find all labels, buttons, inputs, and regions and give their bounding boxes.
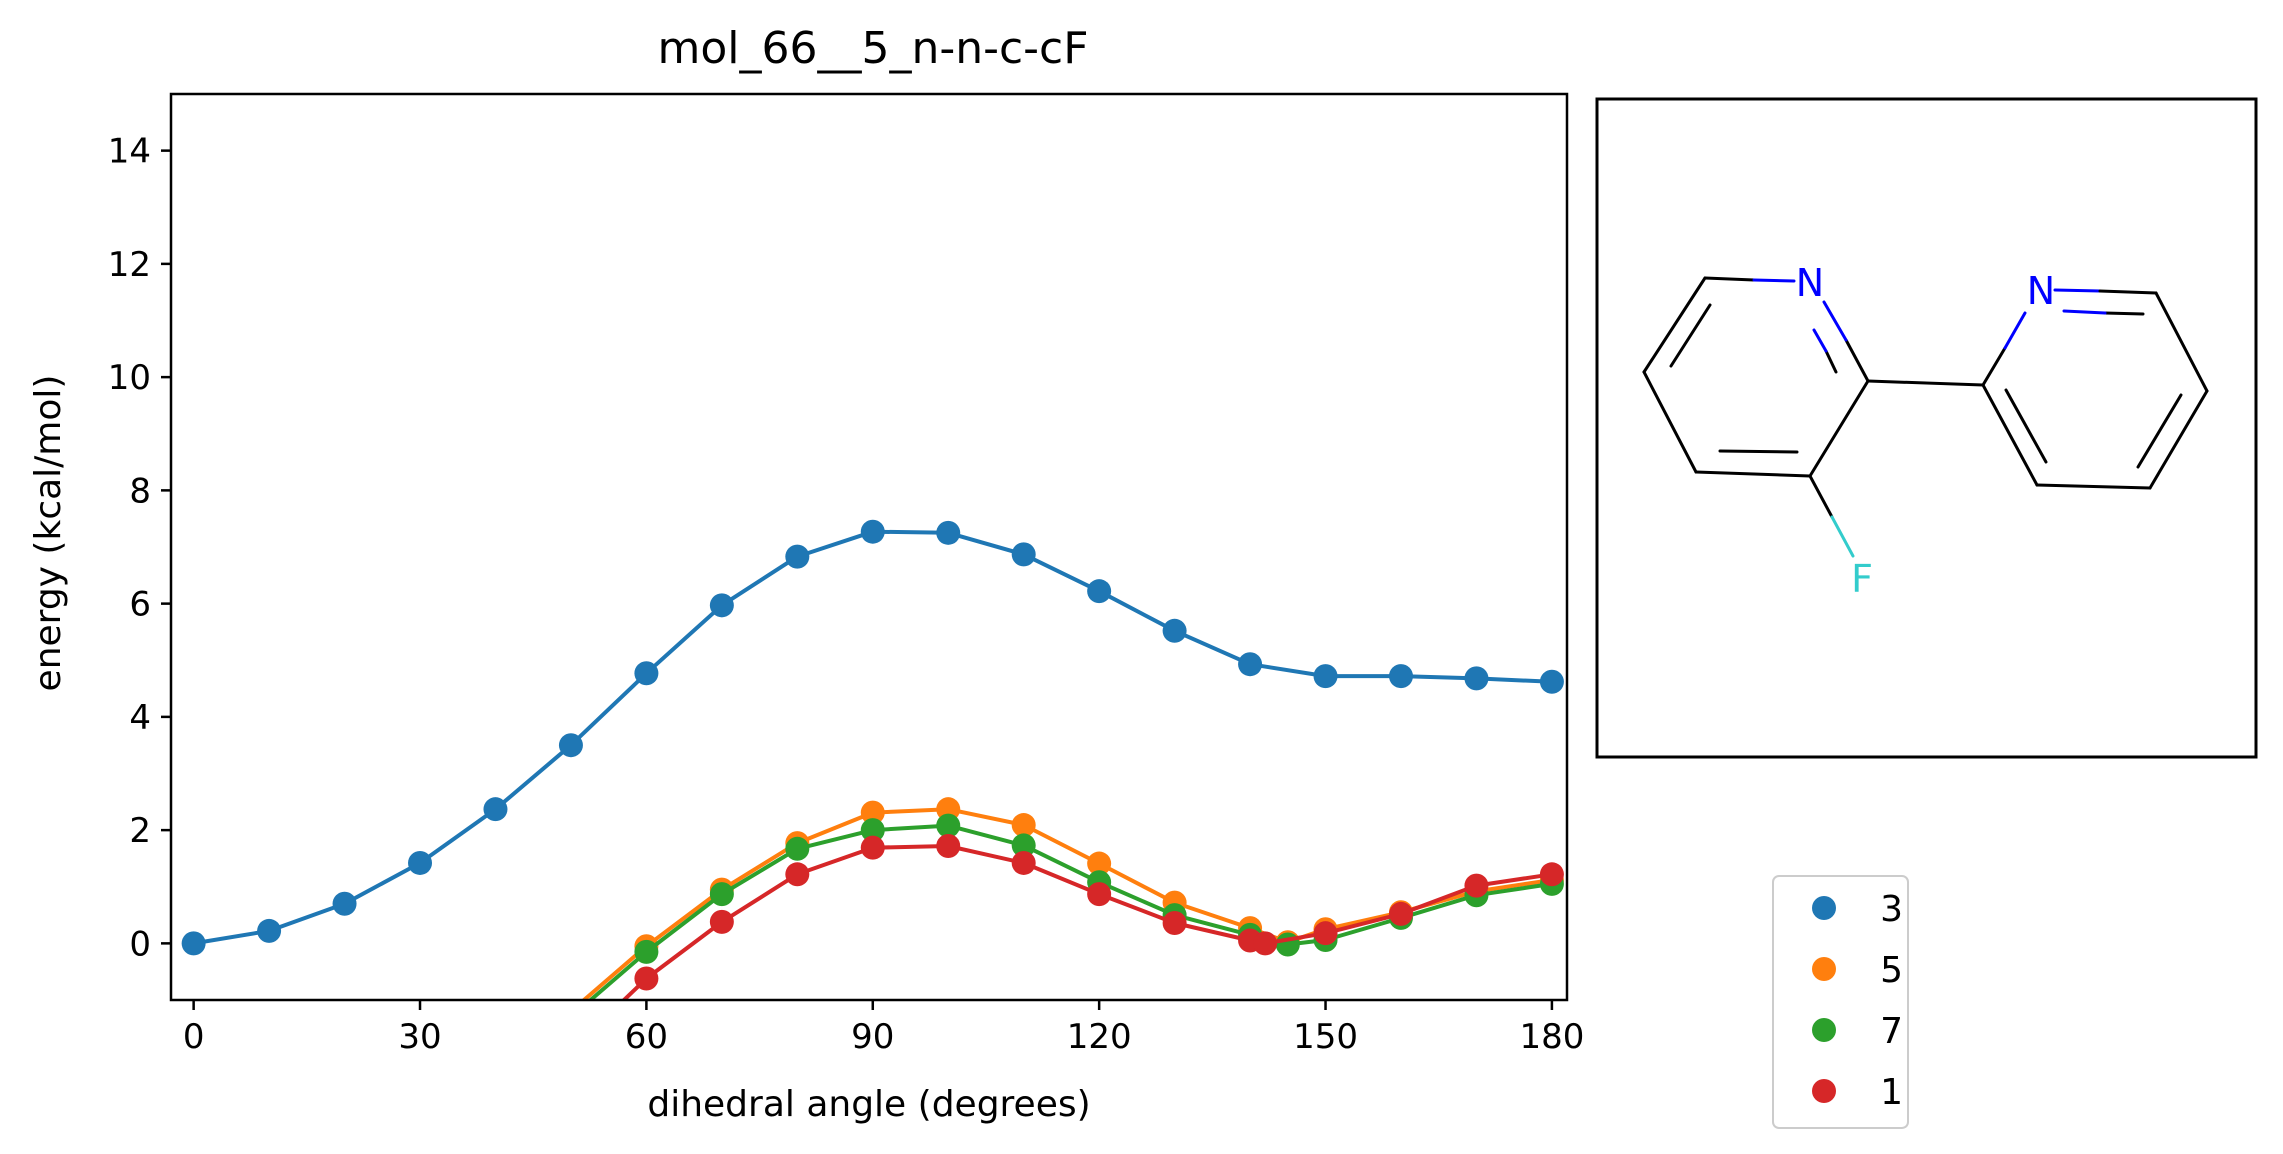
data-point <box>558 733 583 758</box>
data-point <box>936 813 961 838</box>
data-point <box>785 862 810 887</box>
data-point <box>1464 666 1489 691</box>
series-1 <box>621 833 1564 1000</box>
series-layer <box>181 519 1564 1000</box>
y-tick-label: 10 <box>108 358 151 398</box>
legend-marker <box>1812 896 1836 920</box>
legend-marker <box>1812 1018 1836 1042</box>
y-tick-label: 8 <box>129 471 151 511</box>
axis-ticks: 0 30 60 90 120 150 180 0 2 4 6 8 10 12 14 <box>108 132 1585 1057</box>
y-tick-label: 4 <box>129 698 151 738</box>
data-point <box>634 966 659 991</box>
molecule-frame <box>1595 97 2258 759</box>
plot-area: 0 30 60 90 120 150 180 0 2 4 6 8 10 12 14 <box>108 92 1585 1057</box>
data-point <box>1313 664 1338 689</box>
legend-label: 1 <box>1880 1072 1903 1113</box>
legend-marker <box>1812 957 1836 981</box>
data-point <box>1162 910 1187 935</box>
x-tick-label: 30 <box>398 1017 441 1057</box>
atom-label-n-right: N <box>2027 269 2055 313</box>
data-point <box>1464 873 1489 898</box>
series-3 <box>181 519 1564 956</box>
data-point <box>181 931 206 956</box>
x-tick-label: 150 <box>1293 1017 1358 1057</box>
data-point <box>1011 813 1036 838</box>
y-tick-label: 2 <box>129 811 151 851</box>
y-tick-label: 14 <box>108 132 151 172</box>
data-point <box>1011 850 1036 875</box>
data-point <box>1539 669 1564 694</box>
molecule-panel: N N F <box>1595 97 2258 759</box>
data-point <box>1162 618 1187 643</box>
data-point <box>936 797 961 822</box>
atom-label-f: F <box>1851 557 1873 601</box>
data-point <box>1388 664 1413 689</box>
plot-frame <box>169 92 1569 1002</box>
data-point <box>408 850 433 875</box>
y-axis-label: energy (kcal/mol) <box>28 375 69 692</box>
x-tick-label: 60 <box>625 1017 668 1057</box>
data-point <box>860 835 885 860</box>
data-point <box>634 939 659 964</box>
legend-label: 5 <box>1880 950 1903 991</box>
data-point <box>1087 851 1112 876</box>
data-point <box>785 544 810 569</box>
data-point <box>936 833 961 858</box>
data-point <box>634 661 659 686</box>
molecule-structure <box>1642 276 2209 558</box>
data-point <box>483 797 508 822</box>
legend-label: 7 <box>1880 1011 1903 1052</box>
y-tick-label: 6 <box>129 585 151 625</box>
x-tick-label: 120 <box>1067 1017 1132 1057</box>
y-tick-label: 12 <box>108 245 151 285</box>
data-point <box>860 519 885 544</box>
y-tick-label: 0 <box>129 924 151 964</box>
legend: 3 5 7 1 <box>1772 875 1909 1129</box>
x-tick-label: 0 <box>183 1017 205 1057</box>
chart-title: mol_66__5_n-n-c-cF <box>657 23 1088 74</box>
legend-marker <box>1812 1079 1836 1103</box>
data-point <box>709 593 734 618</box>
data-point <box>936 520 961 545</box>
legend-frame <box>1772 875 1909 1129</box>
data-point <box>1087 882 1112 907</box>
data-point <box>1087 579 1112 604</box>
legend-entries: 3 5 7 1 <box>1812 889 1903 1113</box>
data-point <box>1238 652 1263 677</box>
atom-label-n-left: N <box>1796 261 1824 305</box>
data-point <box>709 882 734 907</box>
data-point <box>709 909 734 934</box>
data-point <box>257 918 282 943</box>
data-point <box>1539 862 1564 887</box>
x-tick-label: 180 <box>1519 1017 1584 1057</box>
legend-label: 3 <box>1880 889 1903 930</box>
data-point <box>1388 901 1413 926</box>
data-point <box>1253 931 1278 956</box>
data-point <box>860 818 885 843</box>
data-point <box>1011 833 1036 858</box>
data-point <box>1313 921 1338 946</box>
data-point <box>332 891 357 916</box>
data-point <box>1275 932 1300 957</box>
x-tick-label: 90 <box>851 1017 894 1057</box>
x-axis-label: dihedral angle (degrees) <box>647 1084 1090 1125</box>
data-point <box>1011 542 1036 567</box>
data-point <box>860 800 885 825</box>
data-point <box>785 836 810 861</box>
